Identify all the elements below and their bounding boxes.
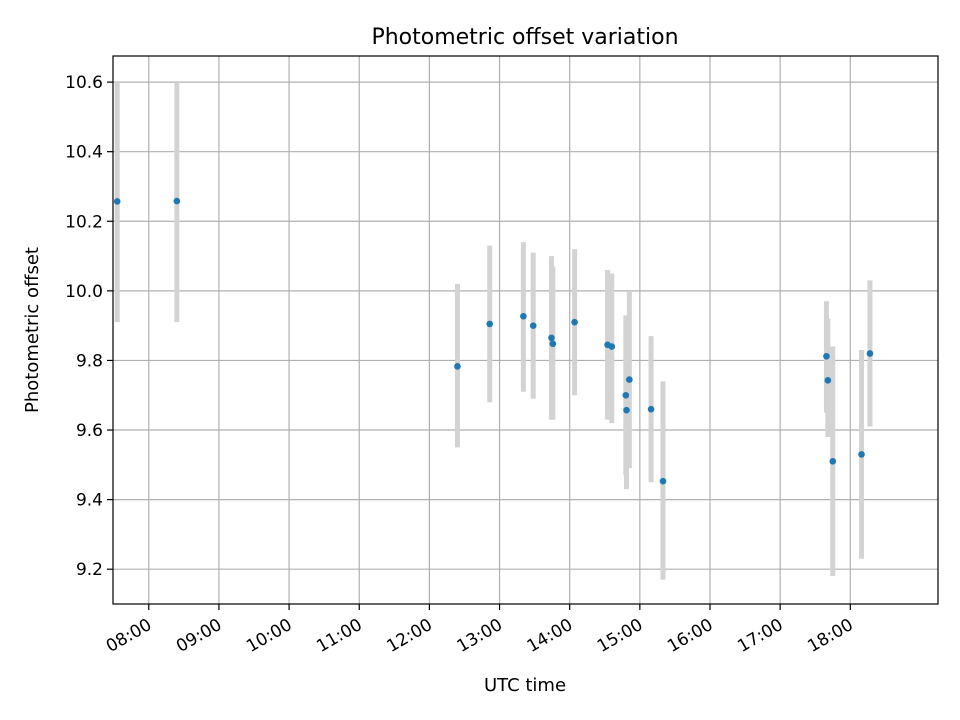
data-point	[622, 391, 630, 399]
y-tick-label: 10.2	[65, 212, 103, 232]
data-point	[829, 458, 837, 465]
data-point	[520, 312, 527, 320]
x-axis-label: UTC time	[484, 675, 566, 696]
data-point	[858, 451, 865, 458]
data-point	[549, 340, 557, 348]
data-point	[623, 406, 630, 414]
data-point	[659, 477, 667, 485]
data-point	[824, 376, 832, 384]
data-point	[486, 320, 494, 328]
chart-title: Photometric offset variation	[371, 25, 678, 50]
y-tick-label: 10.0	[65, 282, 103, 302]
data-point	[454, 363, 461, 370]
data-point	[548, 334, 555, 342]
data-point	[571, 318, 578, 326]
y-axis-ticks: 9.2 9.4 9.6 9.8 10.0 10.2 10.4 10.6	[65, 73, 113, 580]
y-tick-label: 10.4	[65, 143, 103, 163]
data-point	[647, 405, 655, 413]
data-point	[113, 198, 121, 205]
y-tick-label: 9.4	[76, 491, 103, 511]
data-point	[626, 376, 633, 383]
y-tick-label: 9.2	[76, 560, 103, 580]
y-tick-label: 9.6	[76, 421, 103, 441]
data-point	[173, 197, 181, 205]
data-point	[608, 343, 616, 350]
data-point	[866, 350, 874, 357]
data-point	[529, 322, 537, 329]
data-point	[823, 352, 830, 360]
y-tick-label: 10.6	[65, 73, 103, 93]
plot-frame	[112, 55, 939, 605]
y-tick-label: 9.8	[76, 351, 103, 371]
data-points	[113, 197, 874, 485]
y-axis-label: Photometric offset	[22, 247, 43, 413]
